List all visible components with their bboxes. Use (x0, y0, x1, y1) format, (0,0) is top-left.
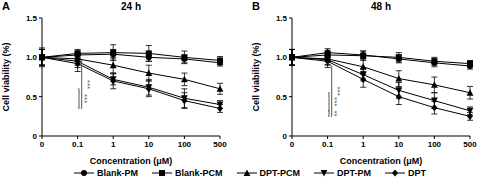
svg-text:***: *** (330, 97, 339, 106)
html-text:Blank-PM: Blank-PM (97, 168, 138, 178)
svg-text:500: 500 (213, 140, 227, 149)
svg-text:1.5: 1.5 (26, 14, 38, 23)
svg-text:1.5: 1.5 (276, 14, 288, 23)
svg-text:1: 1 (361, 140, 366, 149)
svg-text:10: 10 (394, 140, 403, 149)
svg-text:***: *** (80, 94, 89, 103)
html-text:Blank-PCM: Blank-PCM (175, 168, 223, 178)
html-text:B: B (252, 0, 260, 12)
svg-text:0.5: 0.5 (26, 93, 38, 102)
svg-text:100: 100 (428, 140, 442, 149)
svg-text:1.0: 1.0 (276, 53, 288, 62)
svg-text:Concentration (μM): Concentration (μM) (340, 156, 423, 166)
html-text:48 h: 48 h (371, 1, 391, 12)
svg-text:0.5: 0.5 (276, 93, 288, 102)
svg-text:1: 1 (111, 140, 116, 149)
svg-text:***: *** (333, 86, 342, 95)
html-text:DPT: DPT (408, 168, 426, 178)
svg-text:0: 0 (33, 132, 38, 141)
svg-text:Cell viability (%): Cell viability (%) (8, 42, 11, 111)
svg-text:0.1: 0.1 (322, 140, 334, 149)
svg-text:Concentration (μM): Concentration (μM) (90, 156, 173, 166)
svg-text:0: 0 (40, 140, 45, 149)
svg-text:**: ** (330, 110, 339, 116)
html-text:DPT-PM: DPT-PM (337, 168, 371, 178)
svg-text:0.1: 0.1 (72, 140, 84, 149)
svg-text:100: 100 (178, 140, 192, 149)
svg-text:0: 0 (283, 132, 288, 141)
svg-text:10: 10 (144, 140, 153, 149)
svg-text:500: 500 (463, 140, 477, 149)
svg-text:0: 0 (290, 140, 295, 149)
html-text:24 h: 24 h (121, 1, 141, 12)
svg-text:***: *** (83, 80, 92, 89)
html-text:A: A (2, 0, 10, 12)
svg-text:Cell viability (%): Cell viability (%) (251, 42, 261, 111)
html-text:DPT-PCM: DPT-PCM (259, 168, 300, 178)
svg-text:1.0: 1.0 (26, 53, 38, 62)
